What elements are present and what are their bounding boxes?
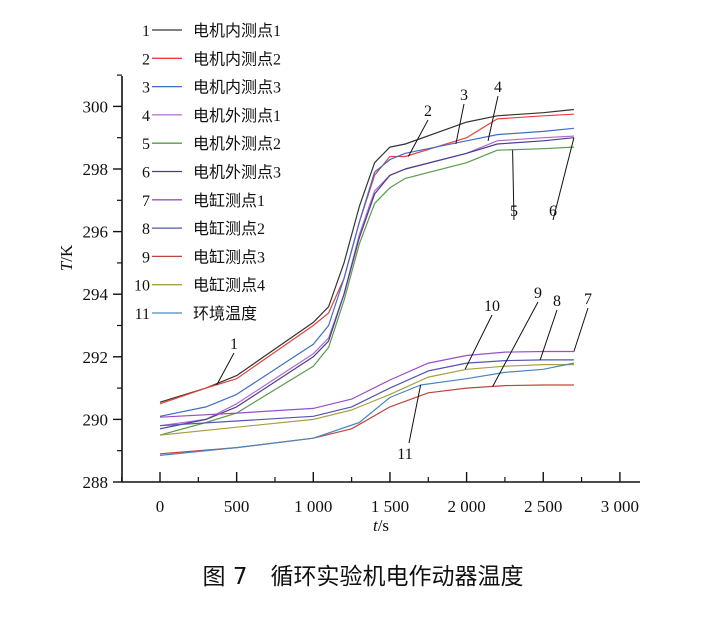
legend-number: 4 [142,108,150,125]
series-line-10 [159,364,574,436]
series-callout-label: 6 [549,203,557,220]
legend-label: 电机外测点3 [193,164,281,182]
legend-number: 11 [135,306,150,323]
callout-leader-line [407,119,429,157]
x-axis-label: t/s [373,516,389,535]
y-tick-label: 294 [83,285,109,304]
series-callout-label: 2 [424,103,432,120]
series-line-3 [159,127,574,417]
callout-leader-line [455,103,465,145]
y-tick-label: 288 [83,473,109,492]
callout-leader-line [539,309,558,361]
y-axis-label: T/K [57,244,76,271]
callout-leader-line [216,352,235,386]
plot-lines [159,108,575,456]
x-tick-label: 500 [224,497,250,516]
x-tick-label: 3 000 [601,497,639,516]
legend-number: 9 [142,249,150,266]
x-tick-label: 0 [156,497,165,516]
series-line-1 [159,108,574,403]
y-tick-label: 290 [83,410,109,429]
series-line-9 [159,384,574,455]
legend-label: 电机内测点2 [193,50,281,68]
y-tick-label: 298 [83,160,109,179]
legend: 1 电机内测点1 2 电机内测点2 3 电机内测点3 4 电机外测点1 5 电机外测点2 6 电机外测… [134,22,281,323]
x-tick-label: 1 000 [294,497,332,516]
series-callout-label: 8 [553,293,561,310]
legend-label: 电缸测点1 [193,191,265,210]
callout-leader-line [408,384,422,444]
series-callout-label: 4 [494,79,502,96]
series-line-5 [159,146,574,436]
callout-leader-line [487,95,499,141]
legend-number: 1 [142,23,150,40]
series-line-6 [159,137,574,430]
legend-number: 7 [142,193,150,210]
legend-label: 电缸测点4 [193,276,265,295]
legend-label: 环境温度 [193,304,257,323]
series-callout-label: 7 [584,291,592,308]
legend-label: 电机外测点2 [193,135,281,153]
callout-leader-line [552,137,575,221]
legend-number: 6 [142,165,150,182]
legend-number: 3 [142,80,150,97]
series-line-8 [159,359,574,427]
series-line-11 [159,362,575,456]
legend-number: 10 [134,278,150,295]
legend-number: 2 [142,51,150,68]
callout-leader-line [464,314,493,370]
callout-leader-line [492,301,539,387]
callout-leader-line [573,307,589,352]
series-line-7 [159,350,574,418]
legend-label: 电机内测点1 [193,22,281,40]
legend-number: 5 [142,136,150,153]
series-callout-label: 1 [230,336,238,353]
legend-label: 电机外测点1 [193,107,281,125]
legend-number: 8 [142,221,150,238]
series-callout-label: 10 [484,298,500,315]
axes: 0 500 1 000 1 500 2 000 2 500 3 00028829029229… [83,74,640,516]
series-callout-label: 11 [397,446,412,463]
y-tick-label: 296 [83,223,109,242]
figure-caption: 图 7 循环实验机电作动器温度 [203,564,524,590]
series-callout-label: 3 [460,87,468,104]
series-line-4 [159,135,574,427]
legend-label: 电机内测点3 [193,79,281,97]
x-tick-label: 2 000 [447,497,485,516]
y-tick-label: 300 [83,97,109,116]
legend-label: 电缸测点2 [193,219,265,238]
x-tick-label: 2 500 [524,497,562,516]
series-callout-label: 9 [534,285,542,302]
callout-leader-line [512,150,515,221]
x-tick-label: 1 500 [371,497,409,516]
annotations: 1234567891011 [216,79,592,463]
legend-label: 电缸测点3 [193,247,265,266]
y-tick-label: 292 [83,348,109,367]
